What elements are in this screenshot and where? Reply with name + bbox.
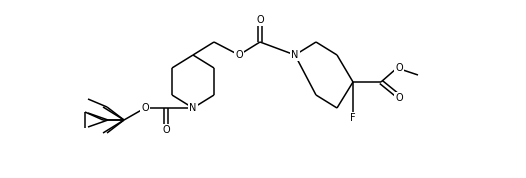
Text: O: O (395, 93, 403, 103)
Text: N: N (189, 103, 197, 113)
Text: O: O (395, 63, 403, 73)
Text: O: O (256, 15, 264, 25)
Text: O: O (141, 103, 149, 113)
Text: O: O (235, 50, 243, 60)
Text: O: O (162, 125, 170, 135)
Text: F: F (350, 113, 356, 123)
Text: N: N (291, 50, 299, 60)
